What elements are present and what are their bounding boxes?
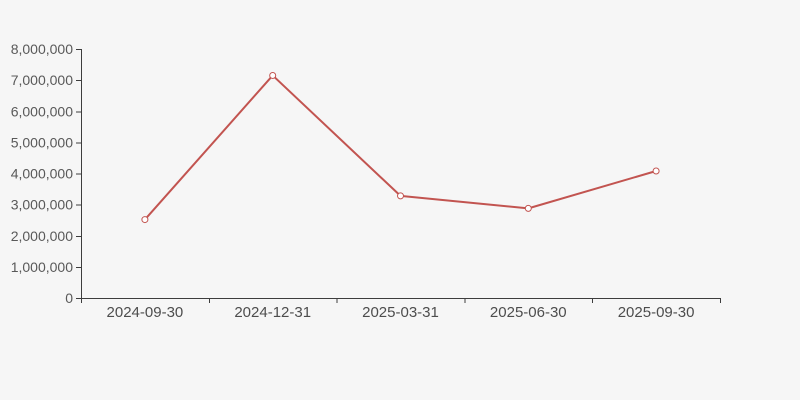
data-point-marker[interactable]: [524, 204, 532, 212]
data-point-marker[interactable]: [269, 71, 277, 79]
y-axis-label: 8,000,000: [11, 41, 73, 57]
y-axis-label: 6,000,000: [11, 103, 73, 119]
y-axis-label: 1,000,000: [11, 259, 73, 275]
data-point-marker[interactable]: [141, 216, 149, 224]
x-axis-label: 2025-06-30: [490, 304, 567, 321]
y-axis-label: 0: [65, 290, 73, 306]
y-axis-label: 5,000,000: [11, 134, 73, 150]
y-axis-label: 4,000,000: [11, 166, 73, 182]
y-axis-label: 7,000,000: [11, 72, 73, 88]
data-point-marker[interactable]: [397, 192, 404, 200]
x-axis-label: 2024-12-31: [234, 304, 311, 321]
x-axis-label: 2025-03-31: [362, 304, 439, 321]
y-axis-label: 2,000,000: [11, 228, 73, 244]
data-point-marker[interactable]: [652, 167, 660, 175]
x-axis-label: 2024-09-30: [107, 304, 184, 321]
x-axis-label: 2025-09-30: [618, 304, 695, 321]
y-axis-label: 3,000,000: [11, 197, 73, 213]
